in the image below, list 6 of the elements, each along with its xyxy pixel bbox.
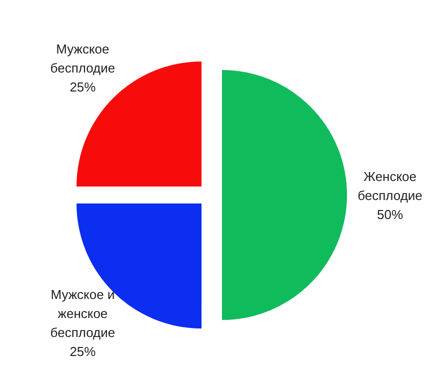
data-label: 25%: [70, 343, 96, 358]
data-label: 25%: [70, 79, 96, 94]
slice-label: Мужское и женское бесплодие: [50, 286, 116, 340]
slice-label: Женское бесплодие: [358, 168, 422, 202]
slice-label: Мужское бесплодие: [50, 41, 116, 76]
data-label: 50%: [376, 206, 404, 222]
